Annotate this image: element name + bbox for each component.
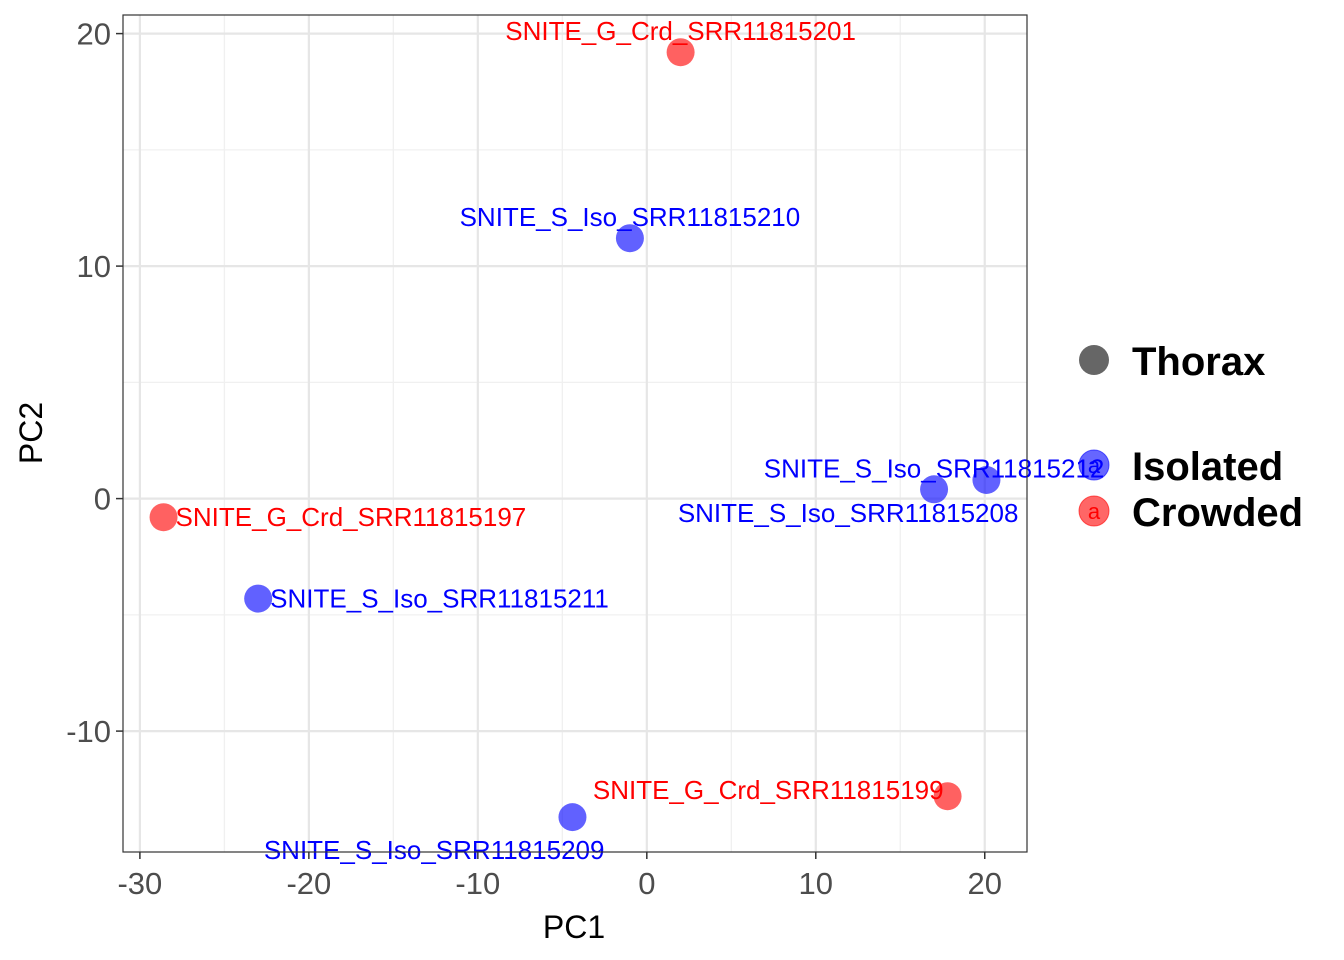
data-point [920, 475, 949, 504]
data-point [615, 224, 644, 253]
x-tick-label: -30 [117, 866, 162, 901]
data-point [972, 466, 1001, 494]
legend-item-label: Isolated [1132, 445, 1283, 489]
data-point [149, 503, 178, 532]
data-points [149, 38, 1001, 832]
point-label: SNITE_G_Crd_SRR11815201 [505, 16, 856, 46]
point-label: SNITE_S_Iso_SRR11815210 [460, 202, 801, 232]
data-point [933, 782, 962, 811]
legend-shape-title: Thorax [1132, 340, 1265, 384]
plot-border [122, 14, 1028, 853]
x-tick-label: -10 [455, 866, 500, 901]
x-tick-label: 0 [638, 866, 655, 901]
legend-item-label: Crowded [1132, 491, 1303, 535]
y-tick-label: 20 [77, 17, 111, 52]
major-gridlines [123, 15, 1027, 852]
point-label: SNITE_S_Iso_SRR11815209 [264, 835, 605, 865]
legend-color-key [1078, 449, 1110, 481]
point-labels: SNITE_G_Crd_SRR11815201 SNITE_S_Iso_SRR11… [176, 16, 1105, 865]
legend-color-key [1078, 495, 1110, 527]
point-label: SNITE_S_Iso_SRR11815211 [270, 584, 609, 614]
x-axis-title: PC1 [543, 909, 605, 945]
y-tick-label: 0 [94, 482, 111, 517]
x-tick-label: -20 [286, 866, 331, 901]
x-tick-label: 10 [799, 866, 833, 901]
y-axis-title: PC2 [13, 402, 49, 464]
legend: Thorax a Isolated a Crowded [1078, 340, 1303, 535]
legend-shape-key [1079, 345, 1109, 375]
x-tick-label: 20 [968, 866, 1002, 901]
y-tick-label: -10 [66, 714, 111, 749]
y-tick-label: 10 [77, 249, 111, 284]
legend-key-glyph: a [1088, 499, 1101, 524]
minor-gridlines [123, 15, 1027, 852]
point-label: SNITE_S_Iso_SRR11815212 [764, 453, 1105, 483]
data-point [558, 803, 587, 832]
data-point [244, 584, 273, 613]
point-label: SNITE_G_Crd_SRR11815199 [593, 775, 944, 805]
point-label: SNITE_G_Crd_SRR11815197 [176, 502, 527, 532]
data-point [666, 38, 695, 67]
plot-panel [123, 15, 1027, 852]
point-label: SNITE_S_Iso_SRR11815208 [678, 498, 1019, 528]
y-axis-ticks: -10 0 10 20 [66, 17, 123, 749]
legend-key-glyph: a [1088, 453, 1101, 478]
x-axis-ticks: -30 -20 -10 0 10 20 [117, 852, 1002, 901]
